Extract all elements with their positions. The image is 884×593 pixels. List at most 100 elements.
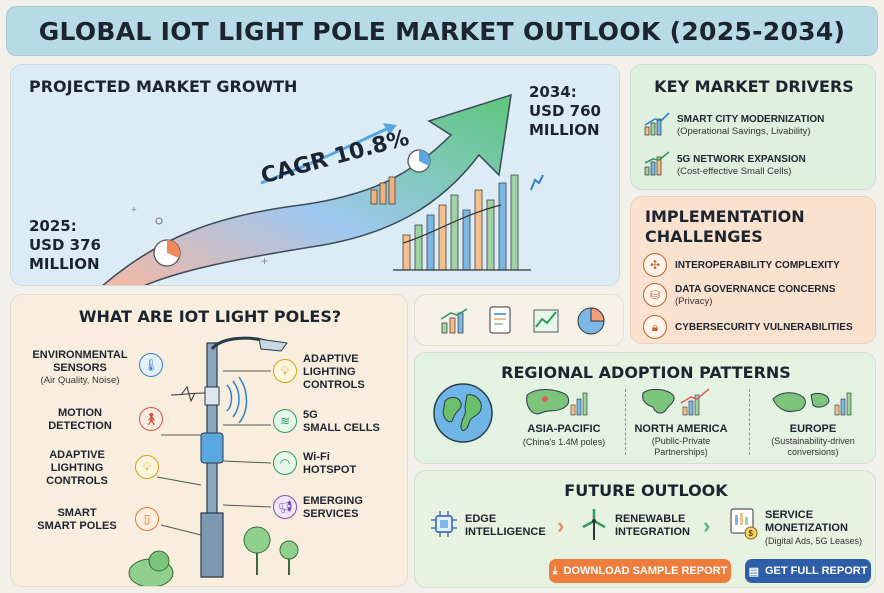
title-banner: GLOBAL IOT LIGHT POLE MARKET OUTLOOK (20… [6,6,878,56]
challenge-interoperability: INTEROPERABILITY COMPLEXITY [675,260,840,271]
end-year: 2034: [529,83,577,101]
globe-icon [433,383,493,443]
feature-label: CONTROLS [46,475,108,487]
future-heading: FUTURE OUTLOOK [564,481,728,500]
driver-item-5g: 5G NETWORK EXPANSION (Cost-effective Sma… [677,153,806,178]
challenges-heading-line2: CHALLENGES [645,227,763,246]
signal-5g-icon: ≋ [273,409,297,433]
feature-smart-poles: SMART SMART POLES [21,507,133,533]
feature-label: LIGHTING [303,366,356,378]
lightbulb-icon: 💡︎ [135,455,159,479]
smartphone-icon: ▯ [135,507,159,531]
feature-label: SENSORS [53,362,107,374]
drivers-heading: KEY MARKET DRIVERS [654,77,854,96]
megaphone-icon: 📢︎ [273,495,297,519]
bar-chart-up-icon [644,112,670,136]
what-are-panel: WHAT ARE IOT LIGHT POLES? 🌡︎ ENVIRONMENT [10,294,408,587]
chevron-right-icon: › [703,513,711,538]
future-label: EDGE [465,513,497,525]
shield-lock-icon: 🔒︎ [643,315,667,339]
line-chart-icon [533,309,559,333]
growth-chart-icon [644,151,670,176]
divider [625,389,626,455]
feature-label: ENVIRONMENTAL [32,349,128,361]
download-icon: ⤓ [552,564,558,577]
driver-detail: (Operational Savings, Livability) [677,126,811,137]
asia-map-icon [526,389,588,416]
start-value-block: 2025: USD 376 MILLION [29,217,101,274]
chevron-right-icon: › [557,513,565,538]
svg-text:+: + [131,205,137,216]
region-europe: EUROPE (Sustainability-driven conversion… [753,423,873,458]
europe-map-icon [772,392,852,416]
svg-text:+: + [261,254,268,268]
lightbulb-icon: 💡︎ [273,359,297,383]
money-screen-icon: $ [730,508,758,540]
start-value: USD 376 [29,236,101,254]
driver-title: SMART CITY MODERNIZATION [677,114,825,125]
feature-label: SERVICES [303,508,359,520]
full-report-button-label: GET FULL REPORT [764,565,868,577]
feature-label: DETECTION [48,420,112,432]
region-asia-pacific: ASIA-PACIFIC (China's 1.4M poles) [509,423,619,448]
challenge-data-governance: DATA GOVERNANCE CONCERNS (Privacy) [675,283,835,308]
region-detail: conversions) [787,447,839,457]
svg-text:$: $ [749,529,754,538]
divider [749,389,750,455]
region-name: ASIA-PACIFIC [527,423,601,435]
feature-emerging-services: EMERGING SERVICES [303,495,363,521]
get-full-report-button[interactable]: ▤ GET FULL REPORT [745,559,871,583]
future-detail: (Digital Ads, 5G Leases) [765,536,863,546]
pie-chart-icon [577,307,605,335]
puzzle-icon: ✣ [643,253,667,277]
challenges-panel: IMPLEMENTATION CHALLENGES ✣ INTEROPERABI… [630,196,876,344]
future-label: INTELLIGENCE [465,526,546,538]
challenge-cybersecurity: CYBERSECURITY VULNERABILITIES [675,322,853,333]
wifi-icon: ◠ [273,451,297,475]
download-sample-report-button[interactable]: ⤓ DOWNLOAD SAMPLE REPORT [549,559,731,583]
feature-detail: (Air Quality, Noise) [40,375,120,386]
future-service-monetization: SERVICE MONETIZATION (Digital Ads, 5G Le… [765,509,862,547]
feature-label: CONTROLS [303,379,365,391]
feature-label: LIGHTING [50,462,104,474]
challenge-title: DATA GOVERNANCE CONCERNS [675,284,836,295]
feature-5g-small-cells: 5G SMALL CELLS [303,409,380,435]
motion-person-icon: 🚶︎ [139,407,163,431]
end-unit: MILLION [529,121,600,139]
future-label: RENEWABLE [615,513,686,525]
driver-detail: (Cost-effective Small Cells) [677,166,792,177]
future-label: SERVICE [765,509,814,521]
region-name: NORTH AMERICA [634,423,728,435]
challenges-heading: IMPLEMENTATION CHALLENGES [645,207,805,247]
driver-title: 5G NETWORK EXPANSION [677,154,806,165]
region-detail: Partnerships) [654,447,708,457]
feature-motion-detection: MOTION DETECTION [21,407,139,433]
growth-heading: PROJECTED MARKET GROWTH [29,77,298,96]
future-label: INTEGRATION [615,526,690,538]
region-detail: (China's 1.4M poles) [522,437,606,447]
future-label: MONETIZATION [765,522,848,534]
region-detail: (Sustainability-driven [771,436,855,446]
thermometer-icon: 🌡︎ [139,353,163,377]
light-pole-illustration [128,336,299,586]
feature-label: Wi-Fi [303,451,330,463]
feature-adaptive-lighting-right: ADAPTIVE LIGHTING CONTROLS [303,353,365,392]
region-detail: (Public-Private [651,436,711,446]
driver-item-smart-city: SMART CITY MODERNIZATION (Operational Sa… [677,113,824,138]
growth-panel: PROJECTED MARKET GROWTH [10,64,620,286]
growth-arrow-illustration: + + [102,93,544,285]
database-icon: ⛁ [643,283,667,307]
page-title: GLOBAL IOT LIGHT POLE MARKET OUTLOOK (20… [38,17,846,46]
cpu-chip-icon [431,511,457,537]
end-value-block: 2034: USD 760 MILLION [529,83,601,140]
future-renewable-integration: RENEWABLE INTEGRATION [615,513,690,539]
region-north-america: NORTH AMERICA (Public-Private Partnershi… [629,423,733,458]
end-value: USD 760 [529,102,601,120]
bar-chart-icon [440,308,468,334]
feature-label: MOTION [58,407,102,419]
future-panel: FUTURE OUTLOOK EDGE INTELLIGENCE › RENEW… [414,470,876,588]
region-name: EUROPE [789,423,837,435]
feature-label: SMART POLES [37,520,117,532]
document-report-icon [489,306,511,334]
icon-strip-panel [414,294,624,346]
